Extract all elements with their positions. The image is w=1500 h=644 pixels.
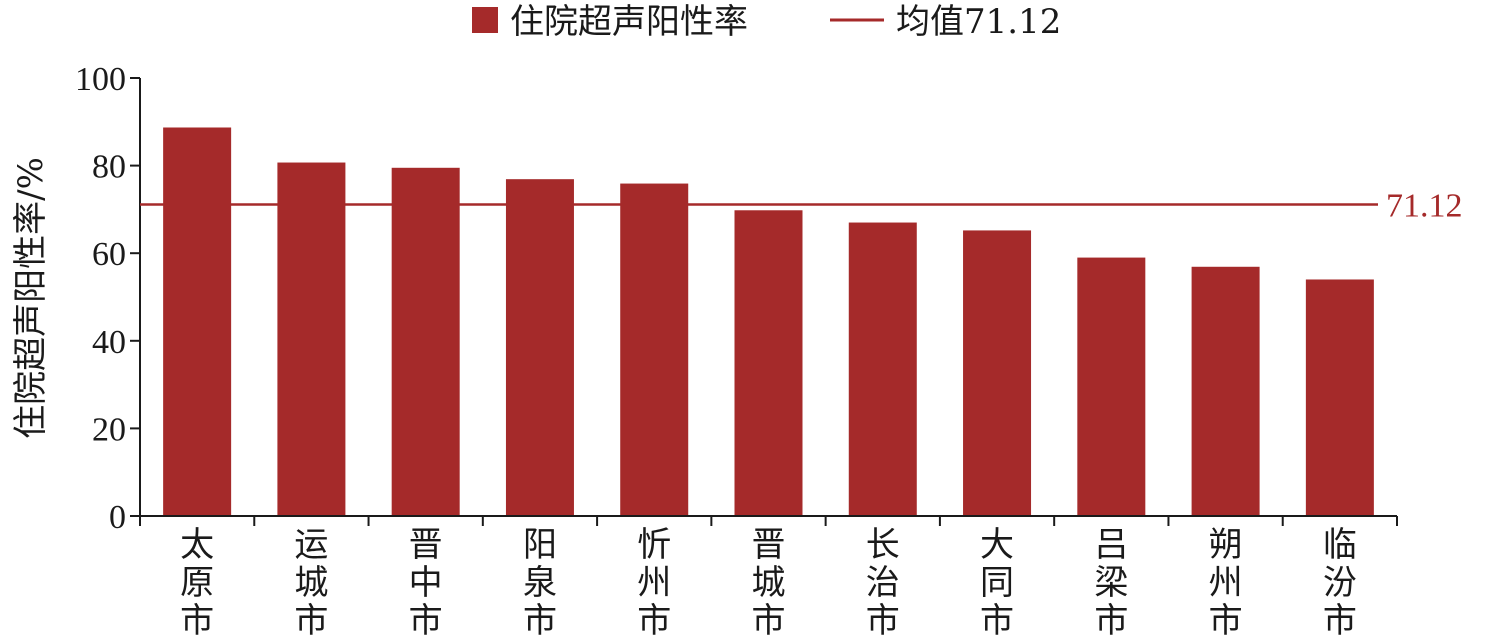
- y-tick-label: 80: [92, 149, 126, 186]
- x-tick-label: 阳泉市: [523, 525, 557, 641]
- y-tick-label: 20: [92, 411, 126, 448]
- bar: [1191, 266, 1260, 516]
- y-tick-label: 0: [109, 499, 126, 536]
- bar: [163, 127, 232, 516]
- x-tick-label: 长治市: [866, 525, 900, 641]
- legend-bar-swatch: [472, 7, 498, 33]
- x-tick-label: 运城市: [294, 525, 328, 641]
- bar: [505, 179, 574, 517]
- x-tick-label: 吕梁市: [1094, 525, 1128, 641]
- y-tick-label: 60: [92, 236, 126, 273]
- bar: [848, 222, 917, 517]
- mean-value-label: 71.12: [1386, 187, 1463, 224]
- x-tick-label: 朔州市: [1209, 525, 1243, 641]
- bar: [620, 183, 689, 517]
- x-tick-label: 晋城市: [752, 525, 786, 641]
- x-tick-label: 太原市: [180, 525, 214, 641]
- x-tick-label: 忻州市: [637, 525, 671, 641]
- y-tick-label: 100: [75, 61, 126, 98]
- bar: [391, 167, 460, 517]
- bar: [277, 162, 346, 516]
- mean-line-group: 71.12: [140, 187, 1463, 224]
- x-tick-label: 晋中市: [409, 525, 443, 641]
- legend-mean-label: 均值71.12: [896, 2, 1061, 42]
- bar: [1305, 279, 1374, 516]
- axes: [139, 78, 1397, 517]
- legend-bar-label: 住院超声阳性率: [510, 2, 748, 42]
- y-axis-title: 住院超声阳性率/%: [11, 157, 51, 439]
- x-tick-label: 临汾市: [1323, 525, 1357, 641]
- y-tick-label: 40: [92, 324, 126, 361]
- legend: 住院超声阳性率 均值71.12: [472, 2, 1061, 42]
- bars: [163, 127, 1374, 517]
- bar: [734, 210, 803, 516]
- bar: [1077, 257, 1146, 516]
- x-ticks: 太原市 运城市 晋中市 阳泉市 忻州市 晋城市 长治市 大同市 吕梁市 朔州市 临汾市: [139, 516, 1398, 641]
- x-tick-label: 大同市: [980, 525, 1014, 641]
- bar: [963, 230, 1032, 516]
- y-ticks: 0 20 40 60 80 100: [75, 61, 140, 536]
